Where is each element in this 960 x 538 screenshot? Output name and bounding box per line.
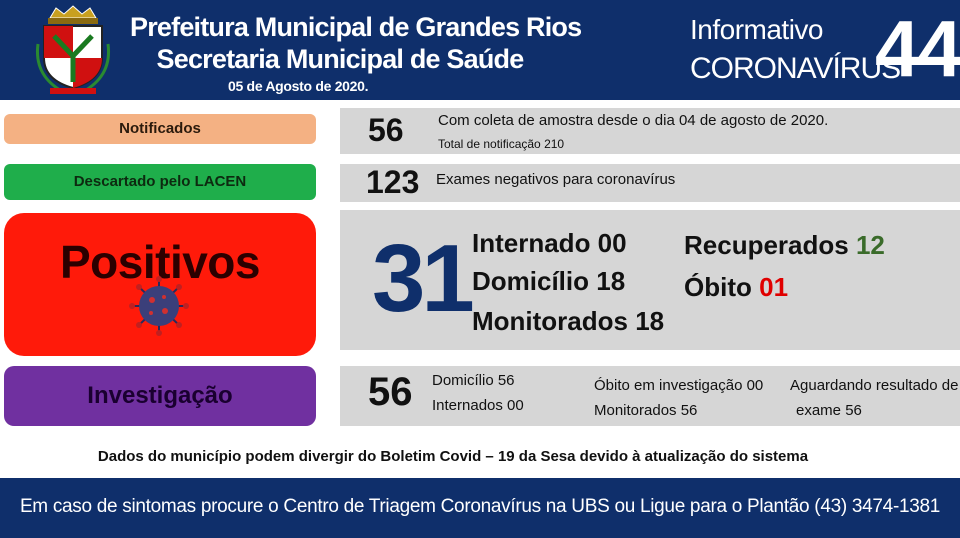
obito-label: Óbito <box>684 272 752 302</box>
investigacao-obito: Óbito em investigação 00 <box>594 377 764 394</box>
investigacao-monitorados: Monitorados 56 <box>594 402 698 419</box>
investigacao-internados: Internados 00 <box>432 397 524 414</box>
positivos-domicilio: Domicílio 18 <box>472 266 626 296</box>
positivos-recuperados: Recuperados 12 <box>684 230 885 261</box>
header-date: 05 de Agosto de 2020. <box>228 78 369 94</box>
edition-number: 44 <box>875 4 960 93</box>
descartado-text: Exames negativos para coronavírus <box>436 171 676 188</box>
recuperados-label: Recuperados <box>684 230 849 260</box>
header-title-secretaria: Secretaria Municipal de Saúde <box>156 44 525 74</box>
municipal-crest-icon <box>35 5 111 94</box>
positivos-monitorados: Monitorados 18 <box>472 306 665 336</box>
notificados-text: Com coleta de amostra desde o dia 04 de … <box>438 112 829 129</box>
disclaimer-text: Dados do município podem divergir do Bol… <box>97 448 809 465</box>
descartado-label: Descartado pelo LACEN <box>4 164 316 200</box>
header-banner: Prefeitura Municipal de Grandes Rios Sec… <box>0 0 960 100</box>
footer-text: Em caso de sintomas procure o Centro de … <box>19 496 941 517</box>
investigacao-aguardando-line1: Aguardando resultado de <box>790 377 959 394</box>
footer-banner: Em caso de sintomas procure o Centro de … <box>0 478 960 538</box>
header-title-prefeitura: Prefeitura Municipal de Grandes Rios <box>130 12 582 42</box>
positivos-card: Positivos <box>4 213 316 356</box>
investigacao-panel <box>340 366 960 426</box>
descartado-value: 123 <box>366 164 420 200</box>
positivos-value: 31 <box>372 225 475 332</box>
investigacao-aguardando-line2: exame 56 <box>796 402 862 419</box>
positivos-panel <box>340 210 960 350</box>
coronavirus-icon <box>129 276 189 336</box>
header-coronavirus: CORONAVÍRUS <box>690 52 901 85</box>
descartado-panel <box>340 164 960 202</box>
investigacao-label: Investigação <box>4 366 316 426</box>
investigacao-value: 56 <box>368 370 413 414</box>
positivos-internado: Internado 00 <box>472 228 627 258</box>
notificados-label: Notificados <box>4 114 316 144</box>
notificados-value: 56 <box>368 112 404 148</box>
obito-value: 01 <box>759 272 789 302</box>
notificados-panel <box>340 108 960 154</box>
positivos-obito: Óbito 01 <box>684 272 788 303</box>
notificados-subtext: Total de notificação 210 <box>438 137 565 151</box>
recuperados-value: 12 <box>855 230 885 260</box>
header-informativo: Informativo <box>690 14 824 45</box>
investigacao-domicilio: Domicílio 56 <box>432 372 515 389</box>
